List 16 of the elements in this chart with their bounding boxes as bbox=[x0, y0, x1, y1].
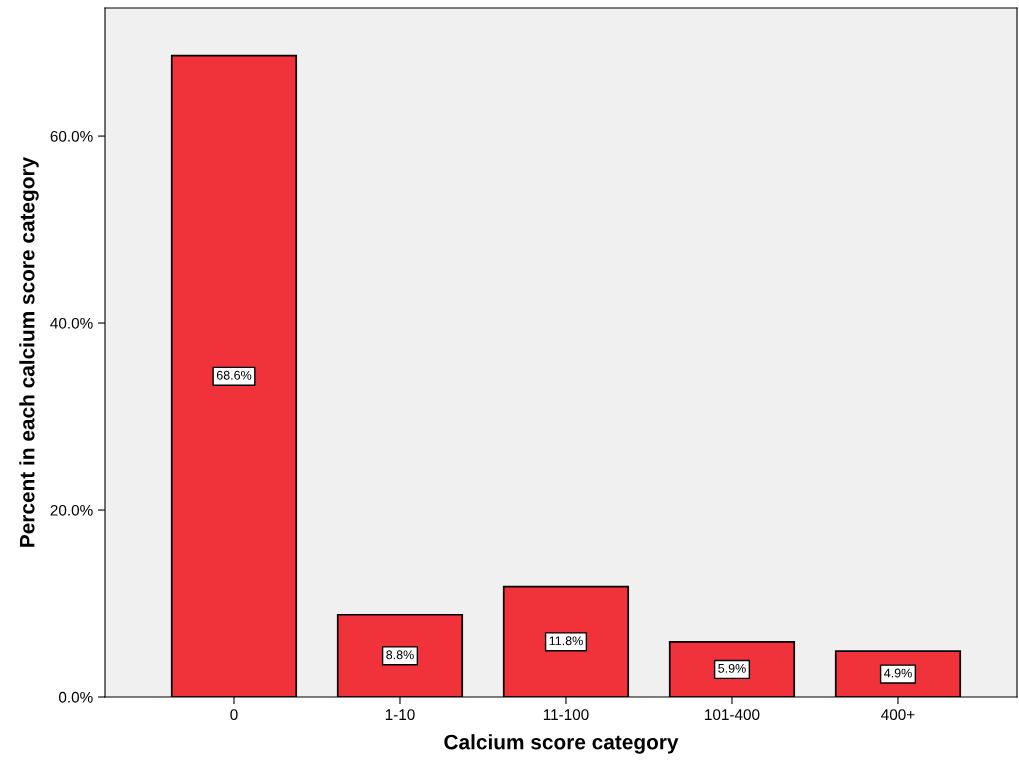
data-label: 4.9% bbox=[884, 668, 912, 678]
x-tick-label: 0 bbox=[230, 709, 238, 721]
y-tick-label: 40.0% bbox=[50, 317, 93, 329]
x-tick-label: 1-10 bbox=[385, 709, 415, 721]
y-tick-label: 60.0% bbox=[50, 130, 93, 142]
data-label: 5.9% bbox=[718, 663, 746, 673]
data-label: 11.8% bbox=[549, 636, 583, 646]
x-tick-label: 11-100 bbox=[543, 709, 589, 721]
x-tick-label: 101-400 bbox=[705, 709, 760, 721]
y-tick-label: 20.0% bbox=[50, 504, 93, 516]
x-tick-label: 400+ bbox=[881, 709, 915, 721]
y-axis-title: Percent in each calcium score category bbox=[19, 156, 39, 547]
data-label: 8.8% bbox=[386, 650, 414, 660]
data-label: 68.6% bbox=[216, 370, 252, 380]
y-tick-label: 0.0% bbox=[58, 691, 93, 703]
x-axis-title: Calcium score category bbox=[444, 734, 679, 754]
